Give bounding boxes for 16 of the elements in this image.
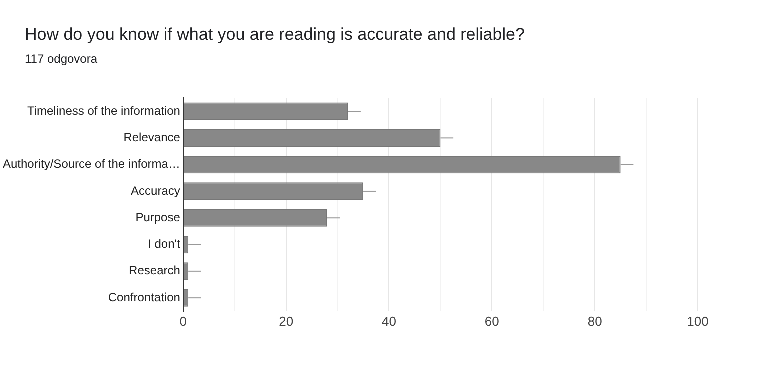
y-tick-label: Authority/Source of the informa… bbox=[2, 157, 180, 172]
x-tick-label: 60 bbox=[484, 314, 500, 329]
x-tick-label: 100 bbox=[687, 314, 709, 329]
x-tick-label: 40 bbox=[382, 314, 396, 329]
y-tick-label: Purpose bbox=[136, 210, 181, 224]
x-tick-label: 0 bbox=[180, 314, 188, 329]
y-tick-label: Accuracy bbox=[131, 184, 180, 198]
y-tick-label: Timeliness of the information bbox=[27, 104, 180, 118]
chart-title: How do you know if what you are reading is accurate and reliable? bbox=[25, 25, 525, 45]
x-tick-label: 80 bbox=[588, 314, 602, 329]
text: 117 odgovora bbox=[25, 52, 98, 66]
y-tick-label: Confrontation bbox=[108, 290, 180, 304]
y-tick-label: Research bbox=[129, 264, 180, 278]
x-tick-label: 20 bbox=[279, 314, 294, 329]
y-tick-label: I don't bbox=[148, 237, 182, 252]
y-tick-label: Relevance bbox=[124, 130, 181, 144]
